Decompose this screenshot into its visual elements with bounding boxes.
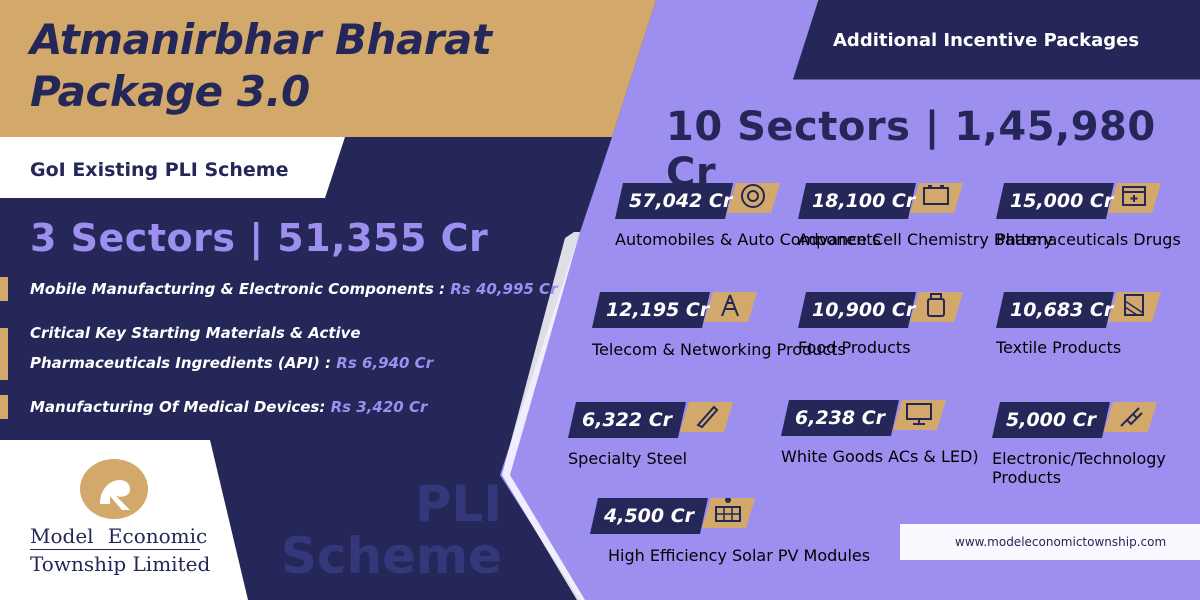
- logo-white-box: [0, 440, 248, 600]
- website-url: www.modeleconomictownship.com: [955, 535, 1167, 549]
- plug-icon: [1120, 407, 1143, 427]
- left-item-text: Critical Key Starting Materials & Active: [30, 324, 361, 342]
- gold-title-band: [0, 0, 656, 137]
- sector-name: Advance Cell Chemistry Battery: [798, 230, 1054, 249]
- sector-amount: 18,100 Cr: [812, 190, 916, 212]
- url-white-box: [900, 524, 1200, 560]
- company-name: Model Economic Township Limited: [30, 524, 210, 576]
- scheme-label: GoI Existing PLI Scheme: [30, 159, 289, 181]
- sector-amount: 10,683 Cr: [1010, 299, 1114, 321]
- wheel-icon: [741, 184, 765, 208]
- fabric-icon: [1124, 294, 1144, 316]
- left-headline: 3 Sectors | 51,355 Cr: [30, 216, 489, 260]
- watermark-line-1: PLI: [414, 475, 502, 533]
- pharmacy-icon: [1122, 186, 1146, 206]
- title-line-1: Atmanirbhar Bharat: [30, 15, 492, 64]
- sector-name: High Efficiency Solar PV Modules: [608, 546, 871, 565]
- sector-name: Specialty Steel: [568, 449, 688, 468]
- sector-amount: 6,238 Cr: [795, 407, 886, 429]
- sector-amount-tag: [592, 292, 758, 328]
- sector-amount-tag: [996, 183, 1162, 219]
- sector-amount-tag: [798, 183, 964, 219]
- sector-amount: 57,042 Cr: [629, 190, 733, 212]
- solar-panel-icon: [715, 498, 741, 522]
- sector-amount: 6,322 Cr: [582, 409, 673, 431]
- company-name-line-1: Model Economic: [30, 524, 208, 548]
- sector-amount-tag: [590, 498, 756, 534]
- sector-name: Textile Products: [996, 338, 1122, 357]
- sector-name: Electronic/Technology Products: [992, 449, 1166, 487]
- left-item-text: Pharmaceuticals Ingredients (API) :: [30, 354, 337, 372]
- sector-amount-tag: [798, 292, 964, 328]
- addl-banner-edge: [792, 0, 1200, 80]
- sector-amount: 4,500 Cr: [604, 505, 695, 527]
- monitor-icon: [906, 403, 932, 425]
- sector-name: Automobiles & Auto Components: [615, 230, 881, 249]
- pli-watermark: PLI Scheme: [262, 478, 502, 582]
- left-item-text: Mobile Manufacturing & Electronic Compon…: [30, 280, 451, 298]
- sector-amount: 5,000 Cr: [1006, 409, 1097, 431]
- sector-name: Food Products: [798, 338, 911, 357]
- left-item-medical: Manufacturing Of Medical Devices: Rs 3,4…: [30, 392, 427, 422]
- item-marker: [0, 328, 8, 380]
- additional-packages-banner: Additional Incentive Packages: [833, 30, 1140, 51]
- sector-amount: 15,000 Cr: [1010, 190, 1114, 212]
- left-item-amount: Rs 40,995 Cr: [450, 280, 558, 298]
- left-item-api: Critical Key Starting Materials & Active…: [30, 318, 433, 378]
- addl-banner-shape: [795, 0, 1200, 78]
- sector-name: Telecom & Networking Products: [592, 340, 846, 359]
- logo-divider: [30, 549, 200, 550]
- page-title: Atmanirbhar Bharat Package 3.0: [30, 14, 492, 118]
- company-name-line-2: Township Limited: [30, 552, 211, 576]
- sector-amount-tag: [781, 400, 947, 436]
- right-headline: 10 Sectors | 1,45,980 Cr: [666, 104, 1156, 196]
- left-item-text: Manufacturing Of Medical Devices:: [30, 398, 331, 416]
- sector-amount: 10,900 Cr: [812, 299, 916, 321]
- sector-amount-tag: [992, 402, 1158, 438]
- food-bag-icon: [927, 293, 945, 317]
- item-marker: [0, 395, 8, 419]
- navy-divider-stripe: [502, 232, 585, 600]
- left-item-amount: Rs 3,420 Cr: [330, 398, 428, 416]
- sector-amount-tag: [568, 402, 734, 438]
- sector-name: Pharmaceuticals Drugs: [996, 230, 1181, 249]
- title-line-2: Package 3.0: [30, 67, 310, 116]
- left-item-amount: Rs 6,940 Cr: [336, 354, 434, 372]
- left-item-mobile: Mobile Manufacturing & Electronic Compon…: [30, 274, 557, 304]
- sector-amount-tag: [615, 183, 781, 219]
- watermark-line-2: Scheme: [280, 527, 502, 585]
- sector-amount-tag: [996, 292, 1162, 328]
- item-marker: [0, 277, 8, 301]
- sector-amount: 12,195 Cr: [606, 299, 710, 321]
- steel-icon: [696, 405, 719, 429]
- company-logo-icon: [80, 459, 148, 519]
- battery-icon: [923, 185, 949, 205]
- sector-name: White Goods ACs & LED): [781, 447, 979, 466]
- gol-label-band: [0, 137, 345, 198]
- tower-icon: [721, 294, 739, 317]
